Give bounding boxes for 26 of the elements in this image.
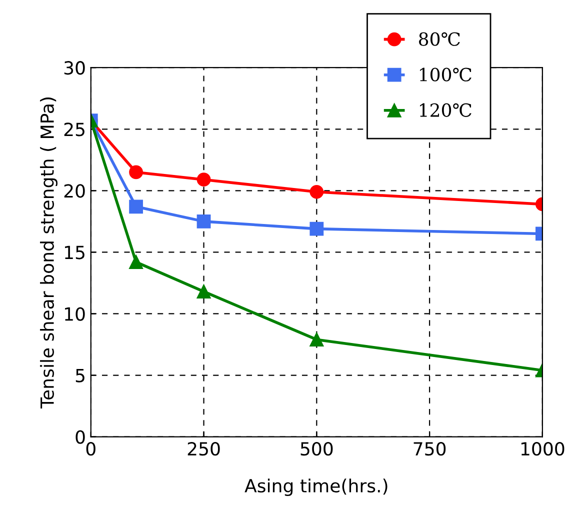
point <box>196 172 211 187</box>
y-tick-label: 20 <box>64 184 85 198</box>
x-tick-label: 750 <box>414 442 446 456</box>
point <box>310 332 324 347</box>
point <box>310 222 324 236</box>
legend-label: 80℃ <box>419 32 460 46</box>
y-tick-label: 30 <box>64 61 85 75</box>
y-tick-label: 10 <box>65 307 85 321</box>
legend-label: 120℃ <box>420 103 472 117</box>
x-tick-label: 0 <box>86 442 96 456</box>
legend-label: 100℃ <box>420 68 472 82</box>
point <box>310 184 324 199</box>
y-tick-label: 0 <box>76 430 85 444</box>
point <box>129 200 143 214</box>
y-axis-title: Tensile shear bond strength ( MPa) <box>40 98 58 408</box>
x-axis-title: Asing time(hrs.) <box>244 478 388 496</box>
x-tick-label: 250 <box>188 442 220 456</box>
point <box>196 214 211 228</box>
y-tick-label: 5 <box>76 368 84 382</box>
x-tick-label: 500 <box>300 442 333 456</box>
point <box>129 165 143 180</box>
point <box>129 255 143 269</box>
x-tick-label: 1000 <box>521 442 564 456</box>
y-tick-label: 25 <box>64 122 84 136</box>
y-tick-label: 15 <box>65 246 84 260</box>
point <box>196 284 211 299</box>
